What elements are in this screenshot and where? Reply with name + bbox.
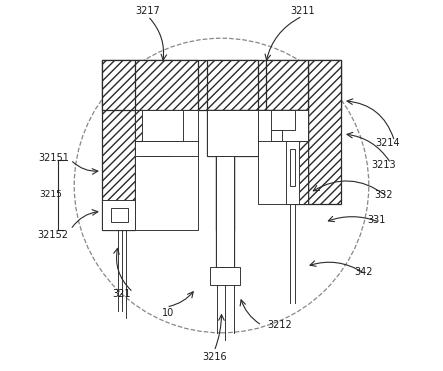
Text: 321: 321 xyxy=(113,289,131,299)
Polygon shape xyxy=(102,60,341,110)
Polygon shape xyxy=(216,156,234,266)
Polygon shape xyxy=(135,60,198,110)
Text: 331: 331 xyxy=(367,216,385,226)
Polygon shape xyxy=(308,60,341,204)
Text: 332: 332 xyxy=(374,190,393,200)
Polygon shape xyxy=(266,60,308,110)
Text: 32151: 32151 xyxy=(38,153,69,163)
Text: 342: 342 xyxy=(354,267,373,277)
Polygon shape xyxy=(290,149,295,186)
Polygon shape xyxy=(142,110,183,141)
Polygon shape xyxy=(135,141,198,156)
Polygon shape xyxy=(102,60,135,230)
Text: 3215: 3215 xyxy=(39,190,62,199)
Polygon shape xyxy=(135,110,198,230)
Text: 3213: 3213 xyxy=(372,160,396,170)
Polygon shape xyxy=(142,139,168,156)
Polygon shape xyxy=(271,110,295,130)
Polygon shape xyxy=(111,208,128,222)
Polygon shape xyxy=(258,110,308,141)
Polygon shape xyxy=(286,141,299,204)
Polygon shape xyxy=(258,110,308,204)
Polygon shape xyxy=(207,110,258,156)
Polygon shape xyxy=(295,141,308,204)
Polygon shape xyxy=(271,130,282,141)
Polygon shape xyxy=(135,110,170,156)
Polygon shape xyxy=(207,110,258,230)
Text: 3211: 3211 xyxy=(290,6,315,16)
Text: 3216: 3216 xyxy=(202,352,226,362)
Polygon shape xyxy=(207,60,258,110)
Polygon shape xyxy=(102,200,135,230)
Text: 3214: 3214 xyxy=(376,138,400,148)
Text: 3217: 3217 xyxy=(136,6,160,16)
Text: 32152: 32152 xyxy=(38,230,69,240)
Polygon shape xyxy=(210,266,240,285)
Polygon shape xyxy=(216,156,234,266)
Text: 3212: 3212 xyxy=(268,321,292,331)
Text: 10: 10 xyxy=(162,308,174,318)
Polygon shape xyxy=(258,110,308,204)
